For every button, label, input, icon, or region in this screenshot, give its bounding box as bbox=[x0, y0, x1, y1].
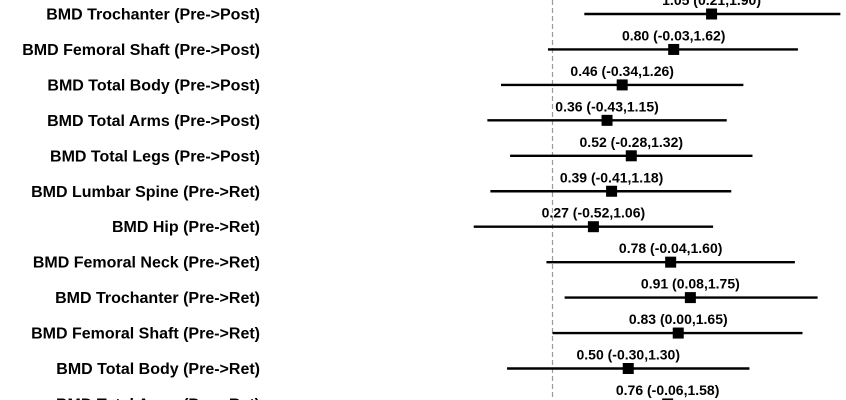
estimate-marker bbox=[625, 150, 637, 162]
row-label: BMD Femoral Neck (Pre->Ret) bbox=[33, 255, 260, 272]
row-label: BMD Hip (Pre->Ret) bbox=[112, 219, 260, 236]
estimate-marker bbox=[601, 114, 613, 126]
estimate-marker bbox=[622, 363, 634, 374]
forest-rows: BMD Trochanter (Pre->Post) 1.05 (0.21,1.9… bbox=[22, 0, 841, 400]
ci-text-label: 0.27 (-0.52,1.06) bbox=[542, 205, 646, 221]
ci-text-label: 0.36 (-0.43,1.15) bbox=[555, 98, 659, 114]
estimate-marker bbox=[668, 43, 680, 55]
row-label: BMD Total Arms (Pre->Post) bbox=[47, 113, 260, 130]
estimate-marker bbox=[662, 398, 674, 400]
row-label: BMD Lumbar Spine (Pre->Ret) bbox=[31, 184, 260, 201]
estimate-marker bbox=[606, 185, 618, 197]
ci-text-label: 0.39 (-0.41,1.18) bbox=[560, 169, 664, 185]
row-label: BMD Total Body (Pre->Post) bbox=[47, 77, 260, 94]
ci-text-label: 0.91 (0.08,1.75) bbox=[641, 276, 740, 292]
ci-text-label: 0.80 (-0.03,1.62) bbox=[622, 27, 726, 43]
ci-text-label: 0.78 (-0.04,1.60) bbox=[619, 240, 723, 256]
ci-text-label: 0.83 (0.00,1.65) bbox=[629, 311, 728, 327]
ci-text-label: 0.50 (-0.30,1.30) bbox=[576, 347, 680, 363]
row-label: BMD Femoral Shaft (Pre->Ret) bbox=[31, 326, 260, 343]
ci-text-label: 0.76 (-0.06,1.58) bbox=[616, 382, 720, 398]
estimate-marker bbox=[706, 8, 718, 20]
ci-text-label: 0.46 (-0.34,1.26) bbox=[570, 63, 674, 79]
row-label: BMD Femoral Shaft (Pre->Post) bbox=[22, 42, 260, 59]
row-label: BMD Trochanter (Pre->Ret) bbox=[55, 290, 260, 307]
row-label: BMD Trochanter (Pre->Post) bbox=[46, 7, 260, 24]
estimate-marker bbox=[684, 292, 696, 304]
ci-text-label: 1.05 (0.21,1.90) bbox=[662, 0, 761, 8]
estimate-marker bbox=[665, 256, 677, 268]
row-label: BMD Total Body (Pre->Ret) bbox=[56, 361, 260, 378]
estimate-marker bbox=[672, 327, 684, 339]
ci-text-label: 0.52 (-0.28,1.32) bbox=[580, 134, 684, 150]
estimate-marker bbox=[616, 79, 628, 91]
row-label: BMD Total Legs (Pre->Post) bbox=[50, 148, 260, 165]
row-label: BMD Total Arms (Pre->Ret) bbox=[56, 396, 260, 400]
estimate-marker bbox=[587, 221, 599, 233]
